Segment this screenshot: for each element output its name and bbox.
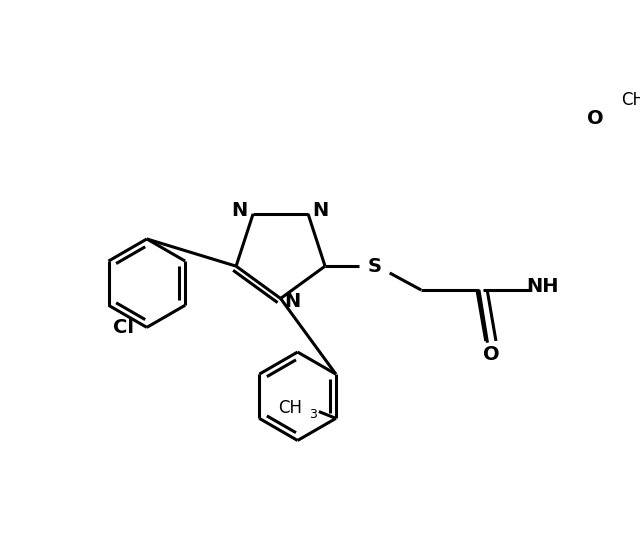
Text: S: S [367, 257, 381, 276]
Text: 3: 3 [308, 408, 317, 421]
Text: CH: CH [278, 399, 302, 417]
Text: Cl: Cl [113, 318, 134, 337]
Text: NH: NH [527, 277, 559, 296]
Text: N: N [232, 201, 248, 220]
Text: CH: CH [621, 91, 640, 109]
Text: N: N [284, 292, 301, 311]
Text: N: N [312, 201, 328, 220]
Text: O: O [483, 345, 499, 364]
Text: O: O [587, 109, 604, 128]
